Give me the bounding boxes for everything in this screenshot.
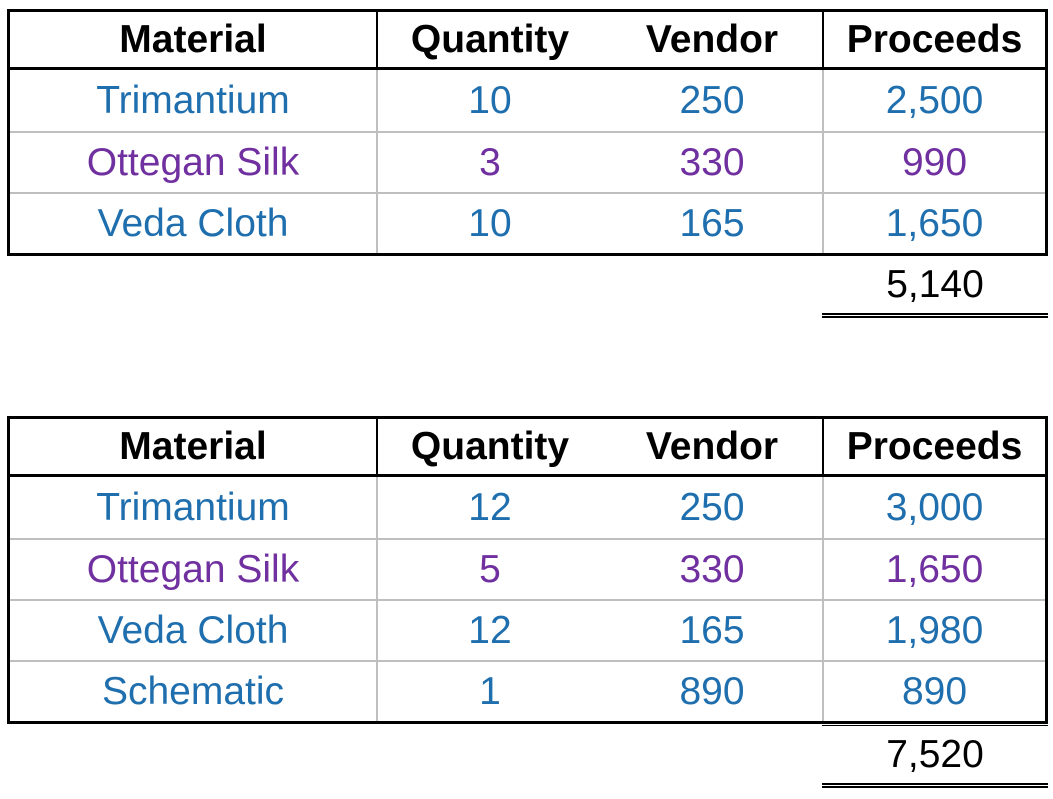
vendor-cell: 330 (602, 133, 824, 192)
table-row: Schematic 1 890 890 (10, 660, 1045, 721)
vendor-cell: 250 (602, 477, 824, 538)
vendor-cell: 165 (602, 194, 824, 253)
material-cell: Trimantium (10, 477, 378, 538)
header-vendor: Vendor (602, 12, 824, 67)
material-cell: Trimantium (10, 70, 378, 131)
material-cell: Ottegan Silk (10, 540, 378, 599)
header-material: Material (10, 419, 378, 474)
quantity-cell: 1 (479, 669, 501, 713)
proceeds-cell: 1,980 (885, 608, 984, 652)
vendor-cell: 890 (602, 662, 824, 721)
table-row: Veda Cloth 12 165 1,980 (10, 599, 1045, 660)
vendor-cell: 165 (602, 601, 824, 660)
material-cell: Schematic (10, 662, 378, 721)
total-proceeds-1: 5,140 (822, 253, 1048, 318)
header-proceeds: Proceeds (846, 17, 1023, 61)
header-proceeds: Proceeds (846, 424, 1023, 468)
quantity-cell: 3 (479, 140, 501, 184)
table-body: Material Quantity Vendor Proceeds Triman… (7, 9, 1048, 256)
quantity-cell: 12 (468, 485, 512, 529)
proceeds-table-1: Material Quantity Vendor Proceeds Triman… (7, 9, 1048, 256)
total-proceeds-2: 7,520 (822, 723, 1048, 788)
quantity-cell: 10 (468, 201, 512, 245)
material-cell: Ottegan Silk (10, 133, 378, 192)
header-quantity: Quantity (410, 424, 570, 468)
table-row: Ottegan Silk 5 330 1,650 (10, 538, 1045, 599)
header-row: Material Quantity Vendor Proceeds (10, 12, 1045, 70)
proceeds-cell: 890 (901, 669, 968, 713)
quantity-cell: 5 (479, 547, 501, 591)
vendor-cell: 330 (602, 540, 824, 599)
header-quantity: Quantity (410, 17, 570, 61)
table-body: Material Quantity Vendor Proceeds Triman… (7, 416, 1048, 724)
proceeds-cell: 3,000 (885, 485, 984, 529)
quantity-cell: 12 (468, 608, 512, 652)
proceeds-cell: 1,650 (885, 201, 984, 245)
proceeds-table-2: Material Quantity Vendor Proceeds Triman… (7, 416, 1048, 724)
proceeds-cell: 990 (901, 140, 968, 184)
table-row: Ottegan Silk 3 330 990 (10, 131, 1045, 192)
proceeds-cell: 1,650 (885, 547, 984, 591)
vendor-cell: 250 (602, 70, 824, 131)
table-row: Veda Cloth 10 165 1,650 (10, 192, 1045, 253)
table-row: Trimantium 12 250 3,000 (10, 477, 1045, 538)
header-vendor: Vendor (602, 419, 824, 474)
material-cell: Veda Cloth (10, 194, 378, 253)
quantity-cell: 10 (468, 78, 512, 122)
table-row: Trimantium 10 250 2,500 (10, 70, 1045, 131)
proceeds-cell: 2,500 (885, 78, 984, 122)
material-cell: Veda Cloth (10, 601, 378, 660)
header-row: Material Quantity Vendor Proceeds (10, 419, 1045, 477)
header-material: Material (10, 12, 378, 67)
